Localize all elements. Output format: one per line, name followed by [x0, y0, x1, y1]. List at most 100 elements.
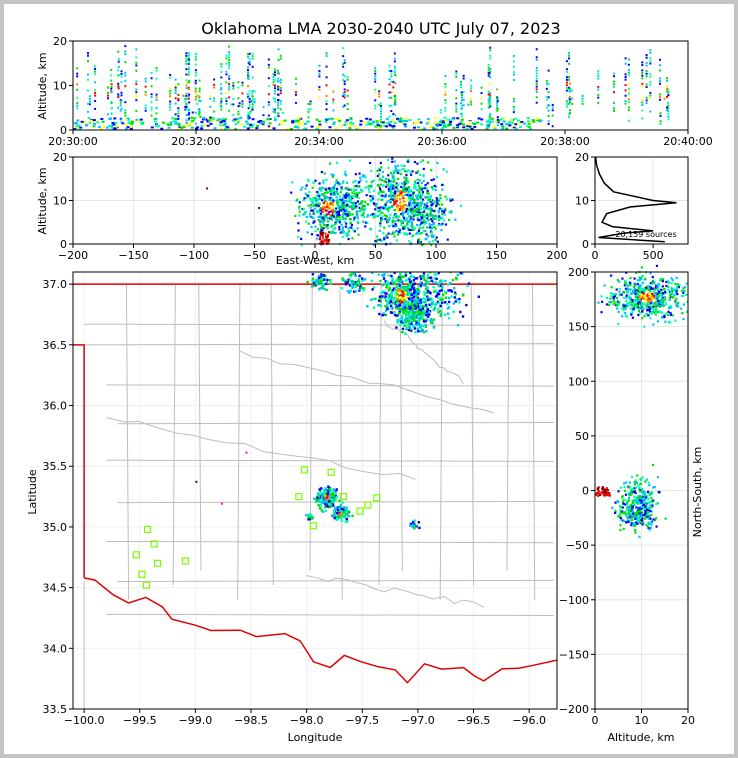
source-pixel [630, 313, 633, 316]
source-pixel [647, 481, 650, 484]
source-pixel [304, 187, 307, 190]
source-pixel [427, 120, 431, 123]
source-pixel [417, 284, 420, 288]
source-pixel [126, 118, 130, 121]
source-pixel [388, 115, 391, 118]
source-pixel [435, 185, 438, 188]
source-pixel [324, 487, 327, 490]
source-pixel [378, 167, 381, 171]
source-pixel [190, 121, 194, 124]
source-pixel [410, 215, 413, 218]
source-pixel [426, 190, 429, 193]
source-pixel [117, 85, 120, 88]
source-pixel [328, 210, 331, 213]
source-pixel [410, 173, 413, 176]
source-pixel [319, 495, 323, 498]
source-pixel [413, 294, 416, 297]
source-pixel [332, 204, 335, 207]
source-pixel [428, 213, 431, 216]
source-pixel [315, 118, 319, 121]
source-pixel [637, 302, 640, 305]
source-pixel [655, 525, 658, 528]
source-pixel [381, 215, 384, 218]
source-pixel [393, 198, 396, 201]
source-pixel [403, 184, 406, 188]
source-pixel [422, 331, 426, 334]
source-pixel [512, 108, 515, 111]
source-pixel [647, 511, 650, 514]
source-pixel [228, 59, 231, 62]
source-pixel [326, 498, 330, 501]
source-pixel [412, 275, 415, 279]
source-pixel [238, 104, 241, 107]
source-pixel [310, 125, 314, 128]
source-pixel [426, 307, 430, 311]
source-pixel [297, 207, 301, 210]
source-pixel [460, 80, 463, 83]
source-pixel [332, 496, 335, 499]
source-pixel [432, 326, 436, 329]
source-pixel [418, 206, 421, 209]
source-pixel [676, 283, 680, 286]
source-pixel [613, 109, 616, 112]
source-pixel [317, 204, 320, 208]
source-pixel [384, 180, 387, 183]
source-pixel [418, 173, 422, 177]
source-pixel [663, 290, 667, 293]
source-pixel [669, 293, 672, 297]
source-pixel [631, 518, 634, 521]
source-pixel [339, 209, 342, 212]
source-pixel [424, 325, 428, 328]
source-pixel [177, 83, 180, 86]
source-pixel [638, 294, 641, 297]
source-pixel [378, 173, 381, 176]
county-line [106, 613, 554, 617]
source-pixel [248, 52, 251, 55]
source-pixel [565, 78, 568, 81]
source-pixel [342, 194, 345, 197]
source-pixel [310, 285, 314, 288]
source-pixel [545, 82, 548, 85]
source-pixel [416, 316, 420, 320]
source-pixel [547, 69, 550, 72]
source-pixel [418, 219, 421, 222]
source-pixel [395, 326, 398, 329]
source-pixel [283, 119, 287, 122]
north-south-y-tick-label: −150 [559, 648, 589, 661]
source-pixel [369, 228, 373, 231]
source-pixel [219, 104, 222, 107]
source-pixel [318, 86, 321, 89]
source-pixel [277, 107, 280, 110]
source-pixel [390, 293, 393, 297]
source-pixel [621, 506, 624, 509]
source-pixel [460, 118, 464, 121]
source-pixel [228, 77, 231, 80]
north-south-y-tick-label: −200 [559, 703, 589, 716]
source-pixel [307, 180, 310, 183]
source-pixel [257, 120, 261, 123]
source-pixel [666, 77, 669, 80]
source-pixel [434, 188, 437, 192]
source-pixel [402, 208, 405, 211]
source-pixel [434, 238, 437, 242]
source-pixel [643, 507, 646, 510]
source-pixel [375, 202, 379, 206]
source-pixel [117, 96, 120, 99]
source-pixel [433, 217, 437, 220]
source-pixel [225, 102, 228, 105]
source-pixel [384, 203, 387, 206]
source-pixel [440, 203, 444, 206]
source-pixel [185, 94, 188, 97]
source-pixel [396, 295, 399, 298]
source-pixel [174, 89, 177, 92]
source-pixel [399, 172, 402, 176]
source-pixel [430, 227, 434, 230]
source-pixel [277, 59, 280, 62]
source-pixel [616, 300, 620, 303]
source-pixel [390, 306, 393, 310]
source-pixel [460, 99, 463, 102]
source-pixel [640, 305, 643, 309]
source-pixel [681, 289, 684, 293]
source-pixel [419, 160, 422, 164]
source-pixel [568, 102, 571, 105]
